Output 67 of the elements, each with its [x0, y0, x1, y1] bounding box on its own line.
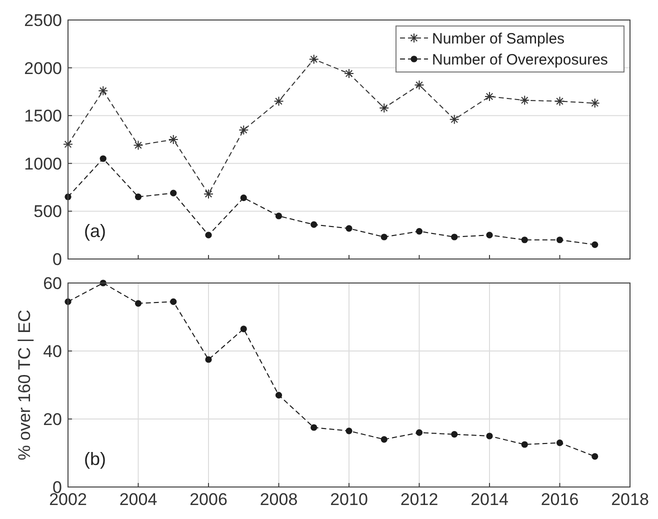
point: [240, 326, 247, 332]
point: [451, 431, 458, 438]
point: [521, 236, 528, 244]
y-axis-title: % over 160 TC | EC: [15, 310, 34, 460]
x-tick-label: 2016: [540, 490, 579, 509]
point: [521, 441, 528, 448]
y-tick-label: 60: [43, 274, 62, 293]
point: [416, 429, 423, 436]
point: [308, 54, 319, 64]
annotation: (a): [84, 221, 106, 241]
x-tick-label: 2006: [190, 490, 228, 509]
point: [204, 188, 214, 199]
annotation: (b): [84, 449, 106, 469]
y-tick-label: 500: [34, 202, 62, 222]
point: [310, 424, 318, 431]
point: [592, 241, 598, 248]
point: [238, 124, 249, 135]
point: [134, 194, 142, 200]
point: [484, 91, 494, 102]
y-tick-label: 2500: [24, 10, 62, 30]
point: [63, 139, 73, 150]
point: [98, 86, 108, 96]
point: [556, 236, 564, 244]
x-tick-label: 2012: [400, 490, 438, 509]
y-tick-label: 20: [43, 410, 62, 429]
point: [380, 234, 388, 240]
x-tick-label: 2018: [611, 490, 649, 509]
point: [133, 140, 144, 150]
point: [275, 392, 282, 398]
point: [168, 134, 178, 144]
y-tick-label: 1500: [24, 106, 62, 126]
point: [449, 114, 460, 124]
point: [205, 232, 212, 238]
y-tick-label: 1000: [24, 154, 62, 174]
point: [520, 95, 530, 106]
point: [310, 221, 318, 228]
point: [590, 98, 600, 108]
y-tick-label: 0: [52, 250, 62, 269]
point: [346, 225, 352, 232]
point: [170, 190, 177, 196]
point: [380, 436, 388, 443]
point: [134, 300, 142, 307]
point: [240, 194, 247, 202]
x-tick-label: 2008: [260, 490, 298, 509]
legend-label: Number of Samples: [432, 30, 565, 48]
y-tick-label: 2000: [24, 58, 62, 78]
legend-label: Number of Overexposures: [432, 51, 608, 68]
point: [486, 432, 493, 440]
point: [592, 453, 598, 460]
point: [416, 228, 423, 235]
point: [346, 428, 352, 434]
point: [170, 298, 177, 305]
point: [451, 234, 458, 240]
point: [486, 232, 493, 238]
x-tick-label: 2014: [470, 490, 508, 509]
point: [100, 155, 106, 162]
point: [275, 212, 282, 220]
point: [556, 440, 564, 446]
point: [205, 356, 212, 363]
point: [379, 102, 390, 113]
point: [414, 80, 424, 90]
point: [274, 96, 284, 106]
point: [344, 68, 354, 79]
point: [554, 96, 565, 106]
x-tick-label: 2010: [330, 490, 368, 509]
x-tick-label: 2004: [119, 490, 158, 509]
y-tick-label: 40: [43, 342, 62, 361]
